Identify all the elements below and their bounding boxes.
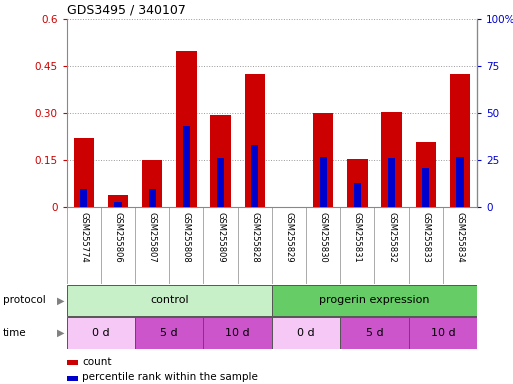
Bar — [135, 318, 204, 349]
Bar — [80, 189, 87, 207]
Bar — [183, 126, 190, 207]
Bar — [114, 202, 122, 207]
Bar — [381, 112, 402, 207]
Text: percentile rank within the sample: percentile rank within the sample — [82, 372, 258, 382]
Text: count: count — [82, 357, 112, 367]
Text: ▶: ▶ — [56, 295, 64, 306]
Text: GDS3495 / 340107: GDS3495 / 340107 — [67, 3, 186, 17]
Text: control: control — [150, 295, 189, 306]
Bar — [457, 157, 464, 207]
Text: GSM255830: GSM255830 — [319, 212, 328, 263]
Bar — [245, 74, 265, 207]
Bar — [108, 195, 128, 207]
Text: GSM255831: GSM255831 — [353, 212, 362, 263]
Bar — [416, 142, 436, 207]
Bar — [73, 138, 94, 207]
Text: GSM255807: GSM255807 — [148, 212, 156, 263]
Bar — [272, 318, 340, 349]
Bar — [217, 159, 224, 207]
Bar — [67, 376, 78, 381]
Bar — [149, 189, 156, 207]
Bar — [354, 183, 361, 207]
Bar — [409, 318, 477, 349]
Text: 0 d: 0 d — [297, 328, 315, 338]
Bar — [204, 318, 272, 349]
Text: 5 d: 5 d — [366, 328, 383, 338]
Text: 10 d: 10 d — [430, 328, 455, 338]
Text: GSM255806: GSM255806 — [113, 212, 123, 263]
Text: 5 d: 5 d — [161, 328, 178, 338]
Bar — [347, 159, 368, 207]
Text: protocol: protocol — [3, 295, 45, 306]
Text: GSM255808: GSM255808 — [182, 212, 191, 263]
Text: GSM255774: GSM255774 — [80, 212, 88, 263]
Text: time: time — [3, 328, 26, 338]
Bar — [340, 318, 409, 349]
Bar — [67, 360, 78, 365]
Bar — [67, 285, 272, 316]
Text: progerin expression: progerin expression — [319, 295, 430, 306]
Text: 0 d: 0 d — [92, 328, 110, 338]
Text: GSM255829: GSM255829 — [285, 212, 293, 263]
Text: ▶: ▶ — [56, 328, 64, 338]
Text: GSM255828: GSM255828 — [250, 212, 259, 263]
Bar — [67, 318, 135, 349]
Text: 10 d: 10 d — [225, 328, 250, 338]
Bar — [210, 115, 231, 207]
Text: GSM255832: GSM255832 — [387, 212, 396, 263]
Bar — [272, 285, 477, 316]
Bar — [251, 145, 259, 207]
Bar — [422, 168, 429, 207]
Text: GSM255834: GSM255834 — [456, 212, 464, 263]
Bar — [142, 161, 163, 207]
Bar — [313, 113, 333, 207]
Text: GSM255809: GSM255809 — [216, 212, 225, 263]
Bar — [450, 74, 470, 207]
Bar — [388, 159, 395, 207]
Bar — [320, 157, 327, 207]
Text: GSM255833: GSM255833 — [421, 212, 430, 263]
Bar — [176, 51, 196, 207]
